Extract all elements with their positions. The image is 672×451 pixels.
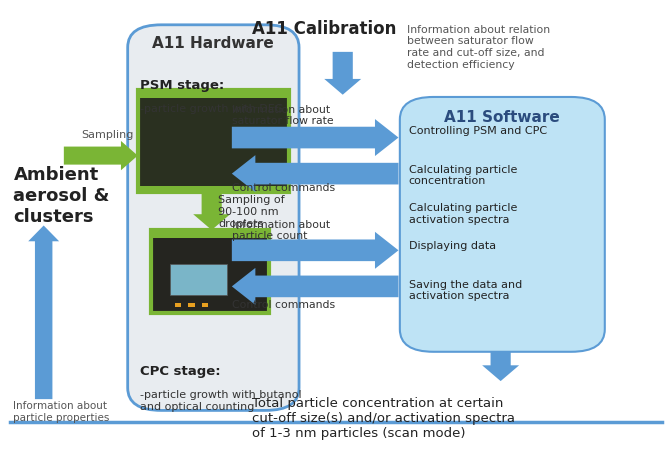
- Polygon shape: [194, 192, 230, 230]
- Polygon shape: [28, 226, 59, 399]
- Text: Calculating particle
activation spectra: Calculating particle activation spectra: [409, 203, 517, 225]
- FancyBboxPatch shape: [151, 230, 269, 238]
- Text: PSM stage:: PSM stage:: [140, 79, 224, 92]
- FancyBboxPatch shape: [151, 230, 269, 313]
- FancyBboxPatch shape: [400, 97, 605, 352]
- Text: Controlling PSM and CPC: Controlling PSM and CPC: [409, 126, 547, 136]
- Text: Ambient
aerosol &
clusters: Ambient aerosol & clusters: [13, 166, 110, 226]
- Text: Sampling of
90-100 nm
droplets: Sampling of 90-100 nm droplets: [218, 195, 285, 229]
- Text: -particle growth with butanol
and optical counting: -particle growth with butanol and optica…: [140, 390, 302, 412]
- FancyBboxPatch shape: [138, 90, 289, 192]
- Polygon shape: [232, 232, 398, 269]
- Text: Information about
particle count: Information about particle count: [232, 220, 330, 241]
- FancyBboxPatch shape: [170, 264, 227, 295]
- Polygon shape: [232, 268, 398, 305]
- Text: Control commands: Control commands: [232, 300, 335, 310]
- Text: Control commands: Control commands: [232, 183, 335, 193]
- Text: A11 Hardware: A11 Hardware: [153, 36, 274, 51]
- Polygon shape: [482, 352, 519, 381]
- Polygon shape: [324, 52, 362, 95]
- Text: Information about
saturator flow rate: Information about saturator flow rate: [232, 105, 333, 126]
- FancyBboxPatch shape: [175, 303, 181, 307]
- FancyBboxPatch shape: [138, 186, 289, 192]
- Text: Saving the data and
activation spectra: Saving the data and activation spectra: [409, 280, 522, 301]
- Text: Information about relation
between saturator flow
rate and cut-off size, and
det: Information about relation between satur…: [407, 25, 550, 69]
- FancyBboxPatch shape: [188, 303, 195, 307]
- Polygon shape: [232, 119, 398, 156]
- FancyBboxPatch shape: [128, 25, 299, 410]
- Text: Information about
particle properties: Information about particle properties: [13, 401, 110, 423]
- Polygon shape: [232, 155, 398, 192]
- Text: Total particle concentration at certain
cut-off size(s) and/or activation spectr: Total particle concentration at certain …: [252, 397, 515, 440]
- Text: -particle growth with DEG: -particle growth with DEG: [140, 104, 283, 114]
- Text: Displaying data: Displaying data: [409, 241, 496, 251]
- FancyBboxPatch shape: [138, 90, 289, 98]
- Text: CPC stage:: CPC stage:: [140, 365, 220, 378]
- FancyBboxPatch shape: [202, 303, 208, 307]
- Text: A11 Software: A11 Software: [444, 110, 560, 125]
- Text: Calculating particle
concentration: Calculating particle concentration: [409, 165, 517, 186]
- Text: Sampling: Sampling: [81, 130, 134, 140]
- Text: A11 Calibration: A11 Calibration: [252, 20, 396, 38]
- Polygon shape: [64, 141, 138, 170]
